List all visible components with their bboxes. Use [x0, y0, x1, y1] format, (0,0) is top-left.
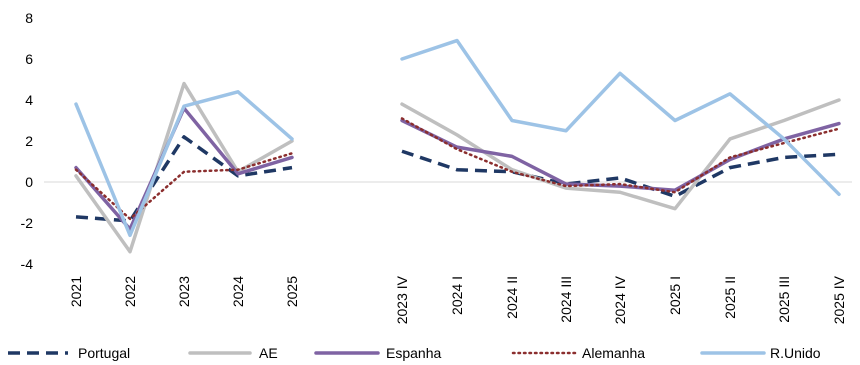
y-tick-label: -4 [21, 256, 34, 272]
x-tick-label: 2024 III [558, 276, 574, 323]
y-tick-label: 6 [25, 51, 33, 67]
legend-label-espanha: Espanha [386, 345, 441, 361]
legend-label-r-unido: R.Unido [770, 345, 821, 361]
legend-label-portugal: Portugal [78, 345, 130, 361]
y-tick-label: 0 [25, 174, 33, 190]
x-tick-label: 2025 I [667, 276, 683, 315]
series-line-espanha-panel-1 [74, 106, 294, 231]
x-tick-label: 2023 [176, 276, 192, 307]
chart-axes: 8 6 4 2 0 -2 -4 [21, 10, 852, 272]
x-tick-label: 2025 II [722, 276, 738, 319]
x-tick-label: 2025 III [776, 276, 792, 323]
series-line-ae-panel-2 [400, 98, 841, 211]
y-tick-label: 4 [25, 92, 33, 108]
x-tick-labels: 2021 2022 2023 2024 2025 2023 IV 2024 I 2024 II… [68, 275, 847, 324]
x-tick-label: 2022 [122, 276, 138, 307]
y-tick-label: -2 [21, 215, 34, 231]
x-tick-label: 2021 [68, 276, 84, 307]
x-tick-label: 2023 IV [394, 275, 410, 324]
chart-legend: Portugal AE Espanha Alemanha R.Unido [8, 345, 821, 361]
series-line-portugal-panel-2 [401, 149, 840, 199]
y-tick-label: 8 [25, 10, 33, 26]
x-tick-label: 2025 [284, 276, 300, 307]
x-tick-label: 2024 IV [612, 275, 628, 324]
chart-series [74, 38, 841, 254]
x-tick-label: 2025 IV [831, 275, 847, 324]
legend-label-alemanha: Alemanha [582, 345, 645, 361]
x-tick-label: 2024 [230, 276, 246, 307]
y-tick-label: 2 [25, 133, 33, 149]
x-tick-label: 2024 I [449, 276, 465, 315]
x-tick-label: 2024 II [504, 276, 520, 319]
legend-label-ae: AE [259, 345, 278, 361]
